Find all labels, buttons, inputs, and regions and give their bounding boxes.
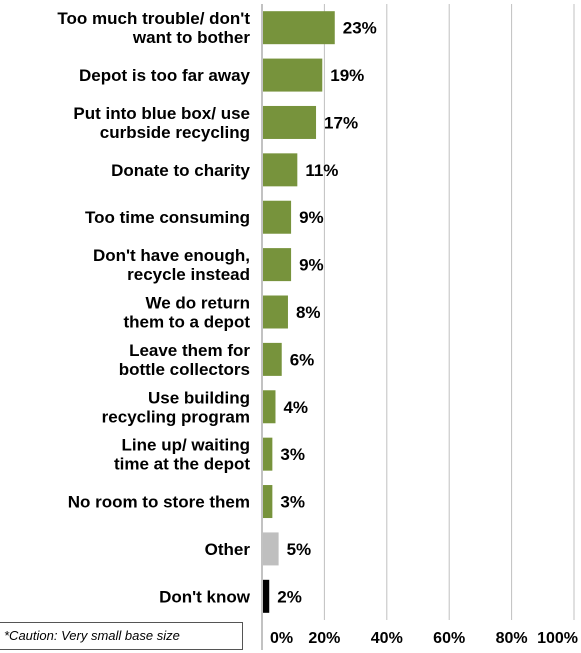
- value-label: 19%: [330, 66, 364, 85]
- category-label: Too much trouble/ don't want to bother: [57, 9, 250, 47]
- category-label: We do return them to a depot: [123, 294, 250, 332]
- bar: [263, 58, 323, 92]
- bar: [263, 342, 282, 376]
- category-label: Too time consuming: [85, 208, 250, 227]
- x-tick-label: 100%: [537, 630, 578, 647]
- bar: [263, 105, 317, 139]
- value-label: 2%: [277, 587, 302, 606]
- value-label: 9%: [299, 256, 324, 275]
- category-label: Don't have enough, recycle instead: [93, 246, 250, 284]
- category-label: Depot is too far away: [79, 66, 251, 85]
- value-label: 9%: [299, 208, 324, 227]
- value-label: 11%: [305, 161, 338, 180]
- bar: [263, 532, 279, 566]
- bar: [263, 11, 335, 45]
- value-label: 3%: [280, 445, 305, 464]
- category-label: No room to store them: [68, 493, 250, 512]
- category-label: Line up/ waiting time at the depot: [114, 436, 250, 474]
- value-labels: 23% 19% 17% 11% 9% 9% 8% 6% 4% 3% 3% 5% 2%: [277, 19, 377, 607]
- bar: [263, 579, 270, 613]
- bar: [263, 153, 298, 187]
- gridlines: [323, 4, 575, 620]
- footnote: *Caution: Very small base size: [0, 622, 243, 650]
- category-label: Other: [205, 540, 251, 559]
- bar: [263, 200, 292, 234]
- bar: [263, 437, 273, 471]
- category-label: Put into blue box/ use curbside recycling: [73, 104, 250, 142]
- x-tick-label: 40%: [371, 630, 403, 647]
- category-label: Leave them for bottle collectors: [119, 341, 251, 379]
- value-label: 23%: [343, 19, 377, 38]
- bar: [263, 295, 288, 329]
- bar: [263, 248, 292, 282]
- bar: [263, 485, 273, 519]
- x-tick-label: 60%: [433, 630, 465, 647]
- value-label: 3%: [280, 493, 305, 512]
- x-tick-label: 20%: [308, 630, 340, 647]
- category-labels: Too much trouble/ don't want to bother Dep…: [57, 9, 250, 606]
- x-tick-label: 0%: [270, 630, 293, 647]
- value-label: 8%: [296, 303, 321, 322]
- x-tick-label: 80%: [496, 630, 528, 647]
- value-label: 5%: [287, 540, 312, 559]
- bar: [263, 390, 276, 424]
- category-label: Donate to charity: [111, 161, 250, 180]
- category-label: Use building recycling program: [102, 388, 250, 426]
- value-label: 17%: [324, 113, 358, 132]
- value-label: 4%: [283, 398, 308, 417]
- value-label: 6%: [290, 350, 315, 369]
- x-axis-tick-labels: 0% 20% 40% 60% 80% 100%: [270, 630, 578, 647]
- bars: [263, 11, 335, 613]
- category-label: Don't know: [159, 587, 251, 606]
